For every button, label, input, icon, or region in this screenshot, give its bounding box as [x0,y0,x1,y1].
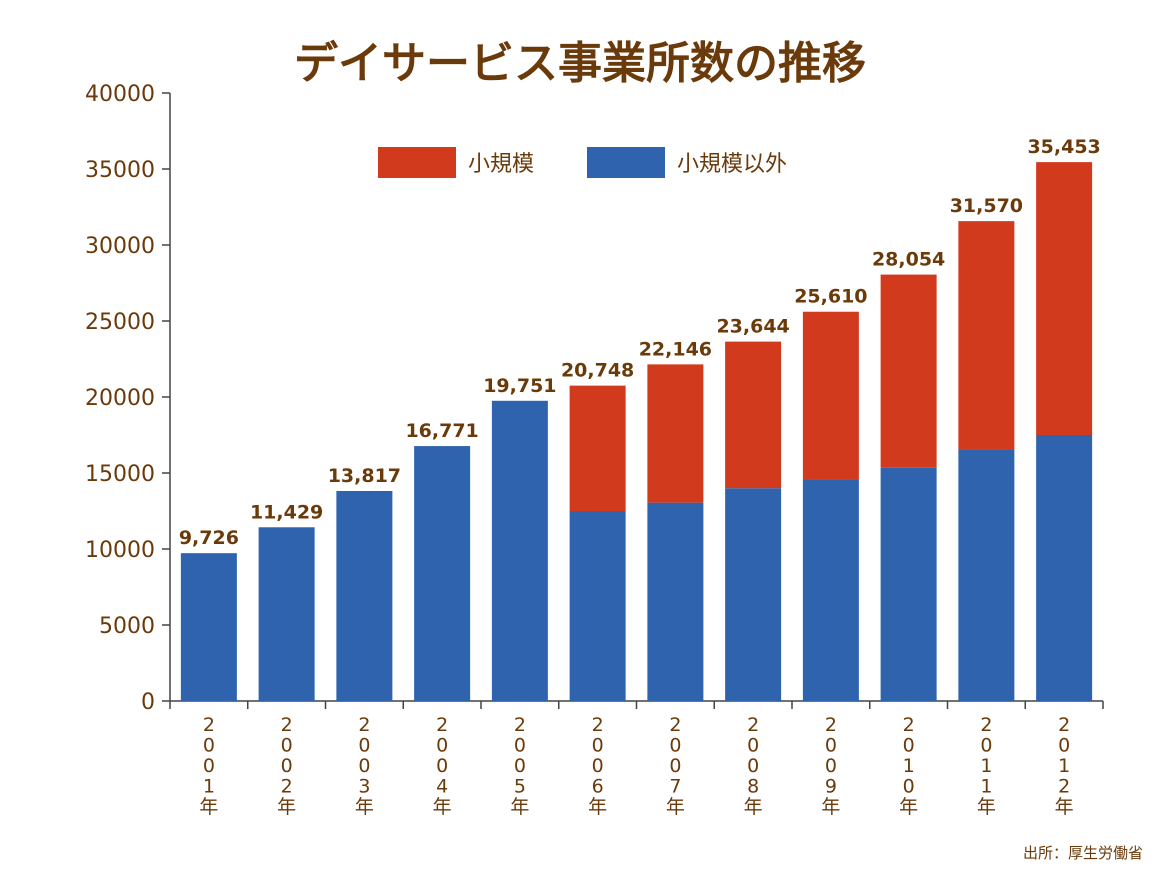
bar-total-label: 20,748 [561,360,634,382]
x-axis [169,700,1104,709]
y-tick-label: 15000 [85,462,155,487]
bar-total-label: 11,429 [250,501,323,523]
y-tick-label: 35000 [85,158,155,183]
bar-total-label: 9,726 [179,527,239,549]
bar-segment-small [880,274,937,468]
bar-total-label: 23,644 [716,316,789,338]
bar-segment-other [414,446,471,701]
bars [180,162,1093,701]
x-tick-labels: 2 0 0 1 年 2 0 0 2 年 2 0 0 3 年 2 0 0 4 年 2 0 0 5 年 2 0 0 6 年 2 0 0 7 年 2 0 0 8 年… [199,714,1073,818]
bar-segment-other [569,511,626,701]
legend-swatch-small [378,147,456,178]
bar-segment-small [802,311,859,480]
bar-segment-other [491,400,548,701]
bar-segment-other [180,553,237,701]
bar-total-label: 25,610 [794,286,867,308]
bar-segment-small [958,221,1015,450]
y-tick-label: 40000 [85,82,155,107]
bar-segment-other [336,490,393,701]
source-note: 出所：厚生労働省 [1023,844,1143,862]
y-tick-label: 30000 [85,234,155,259]
bar-total-label: 22,146 [639,338,712,360]
bar-segment-other [958,449,1015,701]
legend-label-small: 小規模 [468,152,534,177]
y-tick-label: 0 [141,690,155,715]
bar-total-label: 13,817 [328,465,401,487]
bar-segment-other [1036,435,1093,701]
bar-segment-other [258,527,315,701]
chart-title: デイサービス事業所数の推移 [294,38,866,89]
y-tick-label: 25000 [85,310,155,335]
bar-segment-small [725,341,782,489]
bar-total-label: 19,751 [483,375,556,397]
bar-total-label: 28,054 [872,249,945,271]
bar-total-label: 31,570 [950,195,1023,217]
y-tick-label: 20000 [85,386,155,411]
y-tick-label: 5000 [99,614,155,639]
bar-segment-other [725,488,782,701]
bar-segment-small [569,385,626,511]
bar-total-label: 16,771 [405,420,478,442]
bar-total-label: 35,453 [1027,136,1100,158]
y-tick-label: 10000 [85,538,155,563]
bar-segment-other [802,479,859,701]
bar-segment-small [647,364,704,503]
bar-segment-other [647,502,704,701]
y-axis: 0 5000 10000 15000 20000 25000 30000 35000 40000 [85,82,171,715]
legend-swatch-other [587,147,665,178]
legend-label-other: 小規模以外 [677,152,787,177]
bar-segment-small [1036,162,1093,436]
legend: 小規模 小規模以外 [378,147,787,178]
bar-segment-other [880,467,937,701]
